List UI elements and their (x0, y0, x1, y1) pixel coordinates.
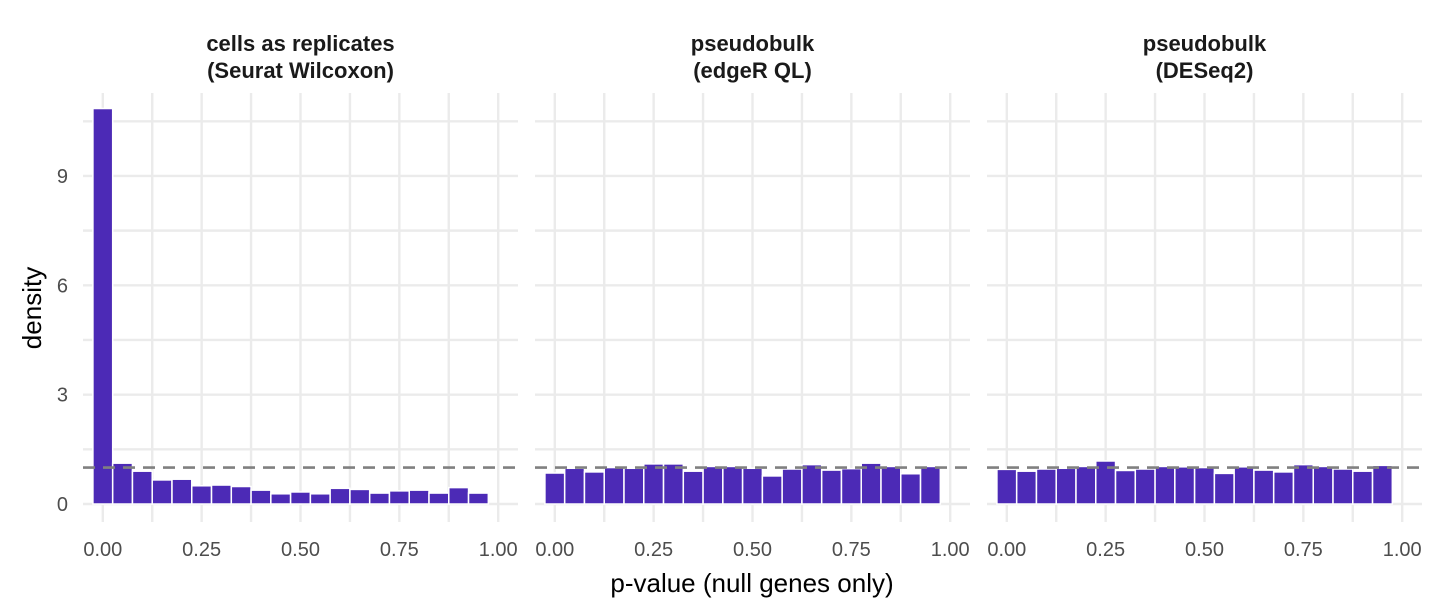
histogram-bar (448, 486, 470, 505)
facet-title-line: cells as replicates (206, 31, 394, 56)
histogram-bar (171, 478, 193, 505)
x-tick-label: 0.25 (1086, 539, 1125, 561)
histogram-bar (722, 465, 744, 505)
histogram-bar (563, 467, 586, 505)
histogram-bar (349, 488, 371, 505)
histogram-bar (1332, 468, 1354, 505)
histogram-bar (801, 463, 823, 505)
histogram-bar (408, 489, 430, 505)
histogram-bar (131, 470, 153, 505)
histogram-bar (1292, 463, 1314, 505)
histogram-bar (1233, 466, 1255, 505)
facet-title-line: (edgeR QL) (693, 58, 812, 83)
histogram-bar (761, 475, 783, 505)
histogram-bar (662, 463, 685, 505)
histogram-bar (603, 466, 625, 505)
facet-title-line: pseudobulk (1143, 31, 1267, 56)
facet-panel-1: cells as replicates(Seurat Wilcoxon) 0.00… (83, 31, 518, 561)
histogram-bar (880, 465, 902, 505)
histogram-bar (1174, 466, 1196, 505)
histogram-bar (860, 462, 882, 505)
histogram-bar (1193, 466, 1216, 505)
histogram-bar (996, 468, 1018, 505)
histogram-bar (702, 465, 724, 505)
x-tick-label: 0.50 (281, 539, 320, 561)
histogram-bar (289, 491, 312, 505)
histogram-bar (1114, 469, 1137, 505)
facet-title-line: pseudobulk (691, 31, 815, 56)
histogram-bar (1213, 472, 1235, 505)
facet-panel-2: pseudobulk(edgeR QL) 0.00 0.25 0.50 0.75 1.00 (535, 31, 970, 561)
histogram-bar (820, 469, 843, 505)
histogram-bar (1352, 470, 1374, 505)
histogram-bar (1154, 465, 1176, 505)
histogram-bar (623, 467, 645, 505)
x-tick-label: 0.00 (83, 539, 122, 561)
histogram-bar (230, 485, 252, 505)
x-tick-label: 1.00 (479, 539, 518, 561)
histogram-bar (1272, 471, 1295, 505)
y-tick-label: 9 (57, 166, 68, 188)
x-tick-label: 0.25 (634, 539, 673, 561)
histogram-bar (92, 107, 114, 505)
x-tick-label: 0.00 (535, 539, 574, 561)
x-tick-label: 0.50 (733, 539, 772, 561)
histogram-bar (643, 463, 665, 505)
histogram-bar (1015, 470, 1038, 505)
x-tick-label: 0.50 (1185, 539, 1224, 561)
y-tick-label: 3 (57, 385, 68, 407)
x-tick-label: 0.75 (1284, 539, 1323, 561)
y-axis-title: density (17, 267, 47, 349)
histogram-bar (900, 472, 922, 505)
x-tick-label: 1.00 (1383, 539, 1422, 561)
histogram-bar (1055, 467, 1077, 505)
histogram-bar (428, 492, 450, 505)
histogram-bar (467, 492, 490, 505)
histogram-bar (781, 468, 803, 505)
histogram-bar (1253, 469, 1275, 505)
histogram-bar (544, 472, 566, 505)
x-tick-label: 0.75 (832, 539, 871, 561)
histogram-bar (210, 484, 233, 505)
histogram-bar (270, 493, 292, 505)
histogram-bar (111, 462, 134, 505)
facet-title-line: (DESeq2) (1156, 58, 1254, 83)
x-tick-label: 0.00 (987, 539, 1026, 561)
histogram-bar (583, 471, 605, 505)
histogram-bar (151, 479, 173, 505)
histogram-bar (1312, 465, 1334, 505)
x-tick-label: 1.00 (931, 539, 970, 561)
histogram-bar (919, 465, 942, 505)
histogram-bar (1134, 468, 1156, 505)
facet-title-line: (Seurat Wilcoxon) (207, 58, 394, 83)
y-tick-label: 0 (57, 494, 68, 516)
histogram-bar (250, 489, 272, 505)
histogram-bar (1371, 464, 1394, 505)
y-tick-label: 6 (57, 275, 68, 297)
histogram-bar (1075, 465, 1097, 505)
facet-panel-3: pseudobulk(DESeq2) 0.00 0.25 0.50 0.75 1.00 (987, 31, 1422, 561)
histogram-bar (329, 487, 351, 505)
histogram-bar (388, 490, 410, 505)
x-tick-label: 0.75 (380, 539, 419, 561)
histogram-bar (368, 492, 391, 505)
x-tick-label: 0.25 (182, 539, 221, 561)
histogram-bar (1035, 468, 1057, 505)
histogram-bar (309, 493, 331, 505)
histogram-bar (741, 467, 764, 505)
x-axis-title: p-value (null genes only) (610, 568, 893, 598)
histogram-bar (840, 467, 862, 505)
histogram-bar (682, 470, 704, 505)
histogram-bar (191, 485, 213, 505)
